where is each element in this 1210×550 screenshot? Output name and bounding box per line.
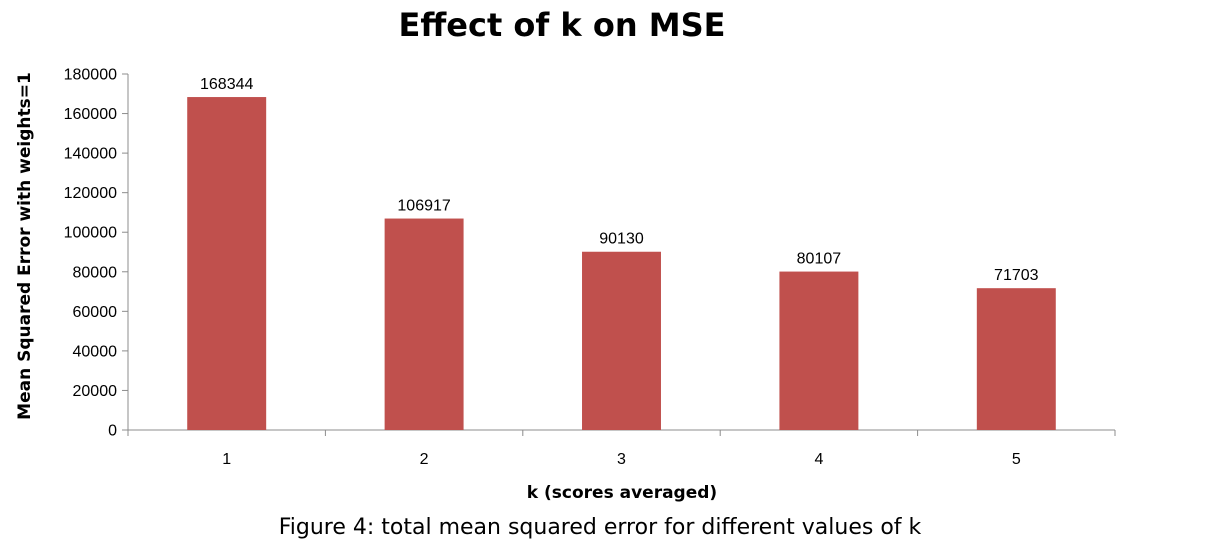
data-label-k-2: 106917 bbox=[397, 198, 450, 215]
data-labels-group: 168344 106917 90130 80107 71703 bbox=[200, 76, 1039, 284]
y-tick-label: 160000 bbox=[64, 106, 117, 123]
y-tick-label: 20000 bbox=[73, 383, 118, 400]
y-tick-label: 80000 bbox=[73, 264, 118, 281]
y-tick-label: 120000 bbox=[64, 185, 117, 202]
data-label-k-4: 80107 bbox=[797, 251, 842, 268]
x-tick-label-k-3: 3 bbox=[617, 451, 626, 468]
chart-title: Effect of k on MSE bbox=[398, 6, 725, 44]
data-label-k-5: 71703 bbox=[994, 267, 1039, 284]
x-axis-title: k (scores averaged) bbox=[527, 483, 717, 503]
bar-k-5 bbox=[976, 288, 1056, 430]
bar-k-3 bbox=[582, 251, 661, 430]
x-axis bbox=[127, 429, 1116, 436]
y-tick-label: 40000 bbox=[73, 343, 118, 360]
bar-k-1 bbox=[187, 97, 267, 430]
y-axis: 0 20000 40000 60000 80000 100000 120000 140000 1… bbox=[64, 67, 129, 440]
y-tick-label: 0 bbox=[108, 423, 117, 440]
x-tick-label-k-2: 2 bbox=[420, 451, 429, 468]
y-axis-title: Mean Squared Error with weights=1 bbox=[15, 72, 35, 420]
bars-group bbox=[187, 97, 1056, 430]
x-tick-label-k-4: 4 bbox=[814, 451, 823, 468]
y-tick-label: 140000 bbox=[64, 146, 117, 163]
data-label-k-3: 90130 bbox=[599, 231, 644, 248]
x-tick-label-k-1: 1 bbox=[222, 451, 231, 468]
y-tick-label: 100000 bbox=[64, 225, 117, 242]
bar-k-4 bbox=[779, 271, 859, 430]
y-tick-label: 60000 bbox=[73, 304, 118, 321]
bar-k-2 bbox=[384, 218, 464, 430]
x-tick-labels-group: 1 2 3 4 5 bbox=[222, 451, 1021, 468]
figure-caption: Figure 4: total mean squared error for d… bbox=[279, 515, 922, 540]
x-tick-label-k-5: 5 bbox=[1012, 451, 1021, 468]
data-label-k-1: 168344 bbox=[200, 76, 253, 93]
y-tick-label: 180000 bbox=[64, 67, 117, 84]
